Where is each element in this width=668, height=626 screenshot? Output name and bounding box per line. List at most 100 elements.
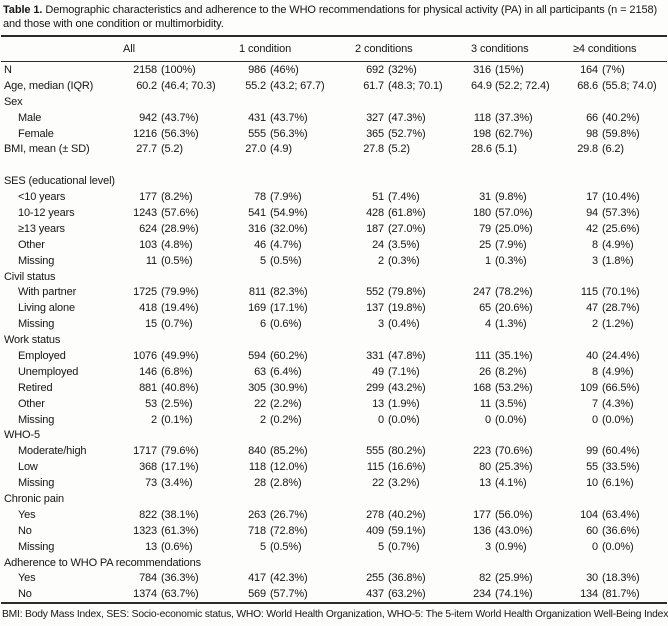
- cell-count: 986: [248, 63, 266, 76]
- cell-count: 0: [378, 413, 384, 426]
- cell-percentage: (0.7%): [388, 540, 420, 553]
- table-cell: 177 (56.0%): [471, 509, 573, 521]
- cell-count: 47: [586, 302, 598, 315]
- cell-percentage: (0.5%): [270, 540, 302, 553]
- cell-percentage: (0.3%): [388, 254, 420, 267]
- group-header-row: Work status: [1, 332, 667, 348]
- cell-percentage: (5.2): [161, 143, 183, 156]
- cell-count: 3: [378, 318, 384, 331]
- cell-count: 263: [248, 508, 266, 521]
- row-label: <10 years: [18, 191, 66, 204]
- table-cell: 4 (1.3%): [471, 318, 573, 330]
- cell-percentage: (60.2%): [270, 349, 308, 362]
- table-cell: 569 (57.7%): [239, 588, 355, 600]
- table-cell: 555 (56.3%): [239, 128, 355, 140]
- cell-count: 811: [248, 286, 266, 299]
- table-row: BMI, mean (± SD) 27.7 (5.2) 27.0 (4.9) 27.8 (5…: [1, 141, 667, 157]
- cell-count: 22: [254, 397, 266, 410]
- cell-percentage: (43.7%): [270, 111, 308, 124]
- cell-count: 28: [254, 477, 266, 490]
- table-cell: 98 (59.8%): [573, 128, 667, 140]
- cell-percentage: (3.2%): [388, 477, 420, 490]
- row-label: ≥13 years: [18, 222, 65, 235]
- cell-percentage: (59.8%): [602, 127, 640, 140]
- table-cell: 692 (32%): [355, 64, 471, 76]
- cell-percentage: (17.1%): [161, 461, 199, 474]
- row-label: Missing: [18, 413, 55, 426]
- table-cell: 2 (0.3%): [355, 255, 471, 267]
- cell-count: 247: [473, 286, 491, 299]
- table-cell: 136 (43.0%): [471, 525, 573, 537]
- table-cell: 1725 (79.9%): [123, 286, 239, 298]
- table-cell: 437 (63.2%): [355, 588, 471, 600]
- table-cell: 63 (6.4%): [239, 366, 355, 378]
- cell-count: 73: [145, 477, 157, 490]
- table-cell: 109 (66.5%): [573, 382, 667, 394]
- cell-percentage: (1.3%): [495, 318, 527, 331]
- cell-percentage: (80.2%): [388, 445, 426, 458]
- cell-count: 316: [248, 222, 266, 235]
- table-cell: 29.8 (6.2): [573, 143, 667, 155]
- cell-count: 28.6: [471, 143, 492, 156]
- table-cell: 811 (82.3%): [239, 286, 355, 298]
- cell-percentage: (4.9%): [602, 365, 634, 378]
- cell-count: 146: [139, 365, 157, 378]
- table-cell: 68.6 (55.8; 74.0): [573, 80, 667, 92]
- table-cell: 718 (72.8%): [239, 525, 355, 537]
- table-cell: 60 (36.6%): [573, 525, 667, 537]
- table-row: Missing 15 (0.7%) 6 (0.6%) 3 (0.4%) 4 (1.3%) 2 (1.…: [1, 316, 667, 332]
- table-row: Missing 73 (3.4%) 28 (2.8%) 22 (3.2%) 13 (4.1%) 1…: [1, 475, 667, 491]
- cell-percentage: (63.7%): [161, 588, 199, 601]
- cell-count: 136: [473, 524, 491, 537]
- table-cell: 80 (25.3%): [471, 461, 573, 473]
- table-row: N 2158 (100%) 986 (46%) 692 (32%) 316 (15%) 164 (7…: [1, 62, 667, 78]
- table-row: Male 942 (43.7%) 431 (43.7%) 327 (47.3%) 118 (37…: [1, 110, 667, 126]
- table-cell: 1076 (49.9%): [123, 350, 239, 362]
- table-cell: 47 (28.7%): [573, 302, 667, 314]
- cell-percentage: (6.8%): [161, 365, 193, 378]
- cell-count: 541: [248, 206, 266, 219]
- column-header-3-conditions: 3 conditions: [471, 43, 529, 55]
- table-cell: 118 (37.3%): [471, 112, 573, 124]
- cell-percentage: (25.0%): [495, 222, 533, 235]
- row-label: SES (educational level): [4, 175, 115, 188]
- cell-count: 223: [473, 445, 491, 458]
- cell-percentage: (100%): [161, 63, 196, 76]
- table-cell: 24 (3.5%): [355, 239, 471, 251]
- cell-percentage: (17.1%): [270, 302, 308, 315]
- table-cell: 223 (70.6%): [471, 445, 573, 457]
- cell-count: 11: [145, 254, 157, 267]
- cell-count: 180: [473, 206, 491, 219]
- cell-count: 13: [145, 540, 157, 553]
- row-label: Missing: [18, 477, 55, 490]
- cell-percentage: (6.2): [602, 143, 624, 156]
- cell-count: 60: [586, 524, 598, 537]
- cell-percentage: (40.2%): [388, 508, 426, 521]
- cell-percentage: (32%): [388, 63, 417, 76]
- table-cell: 3 (1.8%): [573, 255, 667, 267]
- cell-percentage: (46%): [270, 63, 299, 76]
- table-cell: 115 (70.1%): [573, 286, 667, 298]
- table-cell: 2 (0.1%): [123, 414, 239, 426]
- cell-count: 255: [366, 572, 384, 585]
- cell-percentage: (0.0%): [602, 413, 634, 426]
- cell-percentage: (3.4%): [161, 477, 193, 490]
- table-cell: 942 (43.7%): [123, 112, 239, 124]
- cell-percentage: (18.3%): [602, 572, 640, 585]
- cell-percentage: (36.6%): [602, 524, 640, 537]
- table-cell: 49 (7.1%): [355, 366, 471, 378]
- row-label: With partner: [18, 286, 77, 299]
- table-cell: 31 (9.8%): [471, 191, 573, 203]
- cell-percentage: (33.5%): [602, 461, 640, 474]
- table-cell: 78 (7.9%): [239, 191, 355, 203]
- table-cell: 27.8 (5.2): [355, 143, 471, 155]
- group-header-row: WHO-5: [1, 427, 667, 443]
- cell-count: 137: [366, 302, 384, 315]
- cell-count: 80: [479, 461, 491, 474]
- cell-count: 327: [366, 111, 384, 124]
- cell-percentage: (4.7%): [270, 238, 302, 251]
- table-cell: 278 (40.2%): [355, 509, 471, 521]
- cell-percentage: (82.3%): [270, 286, 308, 299]
- cell-count: 368: [139, 461, 157, 474]
- spacer-row: [1, 157, 667, 173]
